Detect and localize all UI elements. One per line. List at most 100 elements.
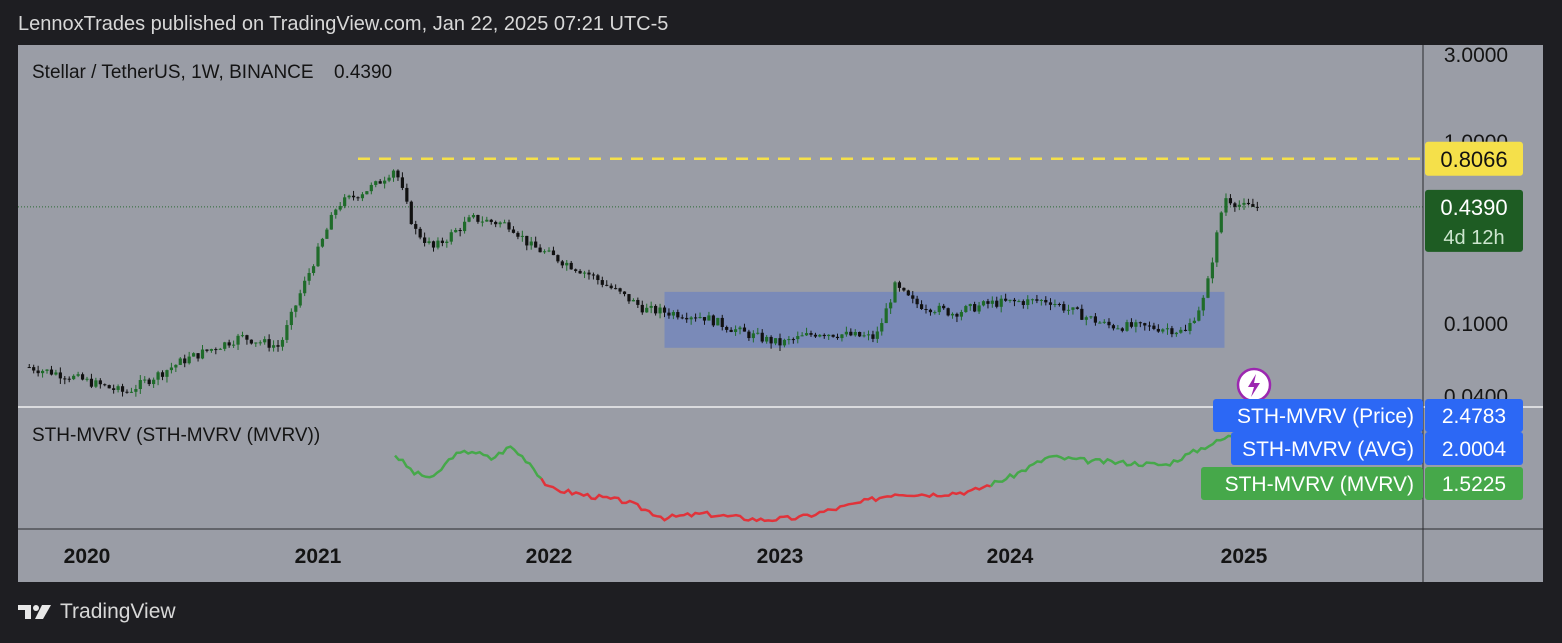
price-candle[interactable] xyxy=(116,384,120,393)
price-candle[interactable] xyxy=(138,375,142,394)
price-candle[interactable] xyxy=(298,289,302,308)
price-candle[interactable] xyxy=(1129,318,1134,329)
price-candle[interactable] xyxy=(1116,324,1120,330)
price-candle[interactable] xyxy=(698,312,702,319)
price-candle[interactable] xyxy=(614,284,618,290)
price-candle[interactable] xyxy=(391,169,396,182)
price-candle[interactable] xyxy=(231,340,236,349)
price-candle[interactable] xyxy=(156,370,160,386)
price-candle[interactable] xyxy=(76,371,80,378)
price-candle[interactable] xyxy=(240,331,245,338)
price-candle[interactable] xyxy=(1170,325,1174,338)
price-candle[interactable] xyxy=(1057,302,1061,307)
price-candle[interactable] xyxy=(551,246,556,256)
price-candle[interactable] xyxy=(405,183,409,204)
price-candle[interactable] xyxy=(36,365,40,377)
price-candle[interactable] xyxy=(1030,298,1035,305)
price-candle[interactable] xyxy=(427,237,431,245)
price-candle[interactable] xyxy=(485,216,489,222)
price-candle[interactable] xyxy=(778,333,782,352)
price-candle[interactable] xyxy=(1044,296,1048,306)
price-candle[interactable] xyxy=(1179,327,1183,334)
price-candle[interactable] xyxy=(1174,331,1178,337)
price-candle[interactable] xyxy=(129,387,134,393)
price-candle[interactable] xyxy=(325,227,329,239)
price-candle[interactable] xyxy=(329,212,333,230)
price-candle[interactable] xyxy=(1017,299,1021,303)
price-candle[interactable] xyxy=(582,270,587,279)
price-candle[interactable] xyxy=(267,334,271,352)
price-candle[interactable] xyxy=(928,308,933,316)
price-candle[interactable] xyxy=(937,302,941,316)
price-candle[interactable] xyxy=(1228,194,1233,206)
price-candle[interactable] xyxy=(662,305,667,318)
price-candle[interactable] xyxy=(58,367,62,384)
price-candle[interactable] xyxy=(98,378,102,389)
price-candle[interactable] xyxy=(54,369,58,376)
price-candle[interactable] xyxy=(436,237,440,250)
price-candle[interactable] xyxy=(334,208,338,219)
price-candle[interactable] xyxy=(1062,301,1066,313)
price-candle[interactable] xyxy=(200,344,205,360)
price-candle[interactable] xyxy=(1246,198,1251,206)
price-candle[interactable] xyxy=(40,369,45,378)
price-candle[interactable] xyxy=(1008,299,1012,303)
price-candle[interactable] xyxy=(654,304,658,316)
price-candle[interactable] xyxy=(214,347,218,355)
price-candle[interactable] xyxy=(356,196,360,201)
price-candle[interactable] xyxy=(431,240,436,252)
price-candle[interactable] xyxy=(289,308,293,330)
price-candle[interactable] xyxy=(924,304,928,314)
price-candle[interactable] xyxy=(1161,328,1165,334)
price-candle[interactable] xyxy=(85,376,89,382)
price-candle[interactable] xyxy=(1147,321,1152,331)
price-candle[interactable] xyxy=(249,339,253,345)
price-candle[interactable] xyxy=(89,373,94,389)
price-candle[interactable] xyxy=(414,220,418,235)
price-candle[interactable] xyxy=(1102,319,1106,324)
price-candle[interactable] xyxy=(636,297,640,309)
price-candle[interactable] xyxy=(245,334,249,345)
price-candle[interactable] xyxy=(862,331,866,338)
price-candle[interactable] xyxy=(556,254,560,264)
price-candle[interactable] xyxy=(729,327,733,333)
price-candle[interactable] xyxy=(649,301,653,314)
price-candle[interactable] xyxy=(738,325,742,335)
price-candle[interactable] xyxy=(915,295,919,309)
price-candle[interactable] xyxy=(1237,200,1241,211)
price-candle[interactable] xyxy=(1152,322,1156,331)
price-candle[interactable] xyxy=(791,337,795,344)
lightning-icon[interactable] xyxy=(1236,367,1272,403)
price-candle[interactable] xyxy=(645,303,649,313)
price-candle[interactable] xyxy=(622,291,627,297)
price-candle[interactable] xyxy=(223,341,227,352)
price-candle[interactable] xyxy=(742,323,747,332)
price-candle[interactable] xyxy=(152,377,156,388)
price-candle[interactable] xyxy=(271,340,276,352)
price-candle[interactable] xyxy=(747,329,751,341)
price-candle[interactable] xyxy=(933,310,937,315)
price-candle[interactable] xyxy=(875,326,879,343)
price-candle[interactable] xyxy=(1071,307,1075,315)
price-candle[interactable] xyxy=(1183,324,1188,332)
price-candle[interactable] xyxy=(169,362,174,374)
price-candle[interactable] xyxy=(813,332,818,338)
tradingview-logo[interactable]: TradingView xyxy=(18,600,176,624)
price-candle[interactable] xyxy=(507,219,511,233)
price-candle[interactable] xyxy=(578,269,582,274)
price-candle[interactable] xyxy=(765,335,769,344)
price-candle[interactable] xyxy=(192,352,196,357)
price-candle[interactable] xyxy=(565,260,569,271)
price-candle[interactable] xyxy=(911,290,915,304)
price-candle[interactable] xyxy=(63,375,67,385)
price-candle[interactable] xyxy=(1021,299,1025,309)
price-candle[interactable] xyxy=(720,314,724,331)
price-candle[interactable] xyxy=(844,326,848,337)
price-candle[interactable] xyxy=(1026,295,1030,310)
price-candle[interactable] xyxy=(1120,327,1124,333)
price-candle[interactable] xyxy=(1192,317,1196,324)
mvrv-line-below[interactable] xyxy=(540,477,992,523)
price-candle[interactable] xyxy=(409,200,413,225)
price-candle[interactable] xyxy=(560,259,564,269)
